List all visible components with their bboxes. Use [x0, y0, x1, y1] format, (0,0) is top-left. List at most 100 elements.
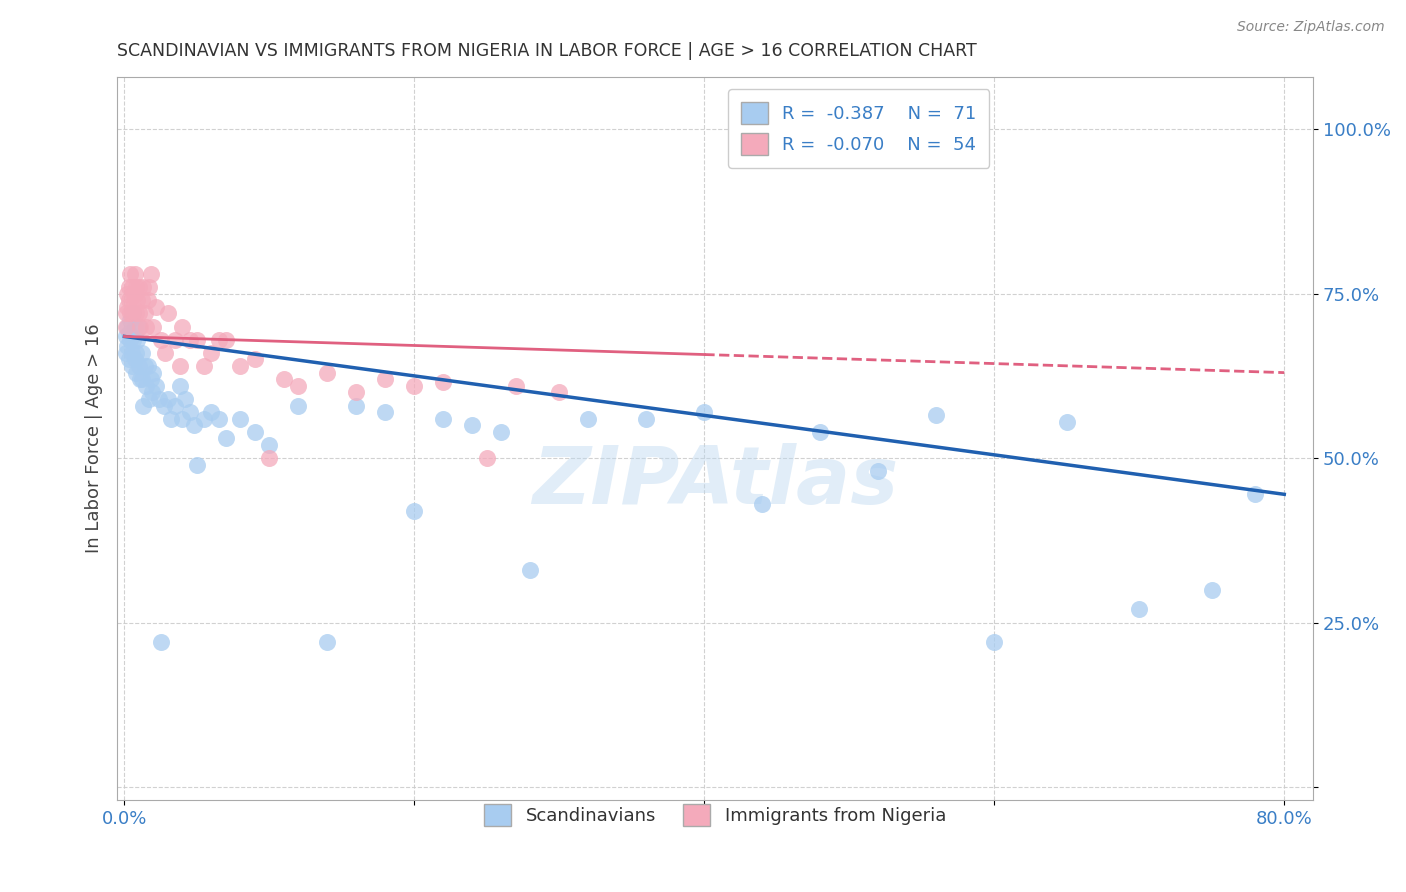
- Scandinavians: [983, 635, 1005, 649]
- Immigrants from Nigeria: [122, 300, 145, 314]
- Scandinavians: [925, 409, 948, 423]
- Immigrants from Nigeria: [548, 385, 571, 400]
- Immigrants from Nigeria: [243, 352, 266, 367]
- Scandinavians: [118, 352, 141, 367]
- Immigrants from Nigeria: [475, 451, 498, 466]
- Immigrants from Nigeria: [344, 385, 367, 400]
- Scandinavians: [1244, 487, 1267, 501]
- Immigrants from Nigeria: [179, 333, 201, 347]
- Immigrants from Nigeria: [287, 378, 309, 392]
- Scandinavians: [432, 411, 454, 425]
- Immigrants from Nigeria: [128, 306, 150, 320]
- Scandinavians: [751, 497, 773, 511]
- Immigrants from Nigeria: [121, 280, 143, 294]
- Scandinavians: [519, 563, 541, 577]
- Scandinavians: [183, 418, 205, 433]
- Immigrants from Nigeria: [142, 319, 165, 334]
- Immigrants from Nigeria: [115, 306, 138, 320]
- Immigrants from Nigeria: [122, 286, 145, 301]
- Scandinavians: [131, 372, 153, 386]
- Scandinavians: [169, 378, 191, 392]
- Immigrants from Nigeria: [169, 359, 191, 373]
- Immigrants from Nigeria: [138, 280, 160, 294]
- Scandinavians: [374, 405, 396, 419]
- Scandinavians: [1201, 582, 1223, 597]
- Immigrants from Nigeria: [124, 267, 146, 281]
- Scandinavians: [138, 392, 160, 406]
- Immigrants from Nigeria: [153, 346, 176, 360]
- Immigrants from Nigeria: [120, 306, 142, 320]
- Immigrants from Nigeria: [134, 306, 156, 320]
- Immigrants from Nigeria: [200, 346, 222, 360]
- Legend: Scandinavians, Immigrants from Nigeria: Scandinavians, Immigrants from Nigeria: [475, 795, 955, 835]
- Immigrants from Nigeria: [132, 280, 155, 294]
- Scandinavians: [491, 425, 513, 439]
- Immigrants from Nigeria: [118, 280, 141, 294]
- Scandinavians: [124, 319, 146, 334]
- Immigrants from Nigeria: [273, 372, 295, 386]
- Text: SCANDINAVIAN VS IMMIGRANTS FROM NIGERIA IN LABOR FORCE | AGE > 16 CORRELATION CH: SCANDINAVIAN VS IMMIGRANTS FROM NIGERIA …: [117, 42, 977, 60]
- Text: ZIPAtlas: ZIPAtlas: [531, 442, 898, 521]
- Scandinavians: [148, 392, 170, 406]
- Immigrants from Nigeria: [129, 319, 152, 334]
- Scandinavians: [141, 385, 163, 400]
- Scandinavians: [186, 458, 208, 472]
- Immigrants from Nigeria: [139, 267, 162, 281]
- Scandinavians: [131, 346, 153, 360]
- Scandinavians: [461, 418, 484, 433]
- Immigrants from Nigeria: [135, 319, 157, 334]
- Immigrants from Nigeria: [117, 300, 139, 314]
- Scandinavians: [174, 392, 197, 406]
- Scandinavians: [200, 405, 222, 419]
- Scandinavians: [1128, 602, 1150, 616]
- Scandinavians: [124, 352, 146, 367]
- Scandinavians: [1056, 415, 1078, 429]
- Y-axis label: In Labor Force | Age > 16: In Labor Force | Age > 16: [86, 324, 103, 553]
- Scandinavians: [121, 346, 143, 360]
- Scandinavians: [149, 635, 172, 649]
- Immigrants from Nigeria: [131, 293, 153, 308]
- Scandinavians: [142, 366, 165, 380]
- Scandinavians: [128, 359, 150, 373]
- Immigrants from Nigeria: [120, 267, 142, 281]
- Scandinavians: [132, 399, 155, 413]
- Immigrants from Nigeria: [121, 306, 143, 320]
- Scandinavians: [208, 411, 231, 425]
- Scandinavians: [122, 306, 145, 320]
- Scandinavians: [165, 399, 187, 413]
- Immigrants from Nigeria: [124, 286, 146, 301]
- Scandinavians: [868, 464, 890, 478]
- Scandinavians: [117, 339, 139, 353]
- Scandinavians: [115, 346, 138, 360]
- Immigrants from Nigeria: [115, 319, 138, 334]
- Immigrants from Nigeria: [117, 286, 139, 301]
- Immigrants from Nigeria: [118, 293, 141, 308]
- Scandinavians: [120, 333, 142, 347]
- Scandinavians: [160, 411, 183, 425]
- Scandinavians: [215, 431, 238, 445]
- Immigrants from Nigeria: [193, 359, 215, 373]
- Scandinavians: [404, 504, 426, 518]
- Text: Source: ZipAtlas.com: Source: ZipAtlas.com: [1237, 20, 1385, 34]
- Immigrants from Nigeria: [145, 300, 167, 314]
- Scandinavians: [145, 378, 167, 392]
- Immigrants from Nigeria: [505, 378, 527, 392]
- Scandinavians: [129, 372, 152, 386]
- Scandinavians: [122, 333, 145, 347]
- Immigrants from Nigeria: [172, 319, 194, 334]
- Scandinavians: [121, 359, 143, 373]
- Scandinavians: [152, 399, 174, 413]
- Scandinavians: [344, 399, 367, 413]
- Scandinavians: [135, 378, 157, 392]
- Immigrants from Nigeria: [316, 366, 339, 380]
- Scandinavians: [125, 346, 148, 360]
- Scandinavians: [125, 366, 148, 380]
- Immigrants from Nigeria: [404, 378, 426, 392]
- Immigrants from Nigeria: [208, 333, 231, 347]
- Immigrants from Nigeria: [128, 280, 150, 294]
- Scandinavians: [693, 405, 716, 419]
- Immigrants from Nigeria: [432, 376, 454, 390]
- Scandinavians: [287, 399, 309, 413]
- Scandinavians: [156, 392, 179, 406]
- Scandinavians: [576, 411, 599, 425]
